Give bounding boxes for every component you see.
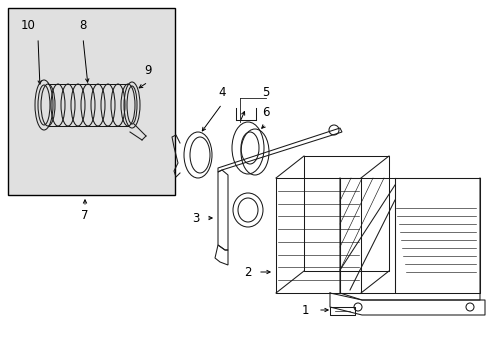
Text: 5: 5 [262, 86, 269, 99]
Text: 7: 7 [81, 208, 88, 221]
Text: 10: 10 [20, 18, 35, 32]
Text: 9: 9 [144, 63, 151, 77]
Bar [8, 8, 175, 195]
Text: 3: 3 [192, 212, 199, 225]
Text: 6: 6 [262, 105, 269, 118]
Text: 4: 4 [218, 86, 225, 99]
Text: 8: 8 [79, 18, 86, 32]
Text: 2: 2 [244, 266, 251, 279]
Text: 1: 1 [301, 303, 308, 316]
